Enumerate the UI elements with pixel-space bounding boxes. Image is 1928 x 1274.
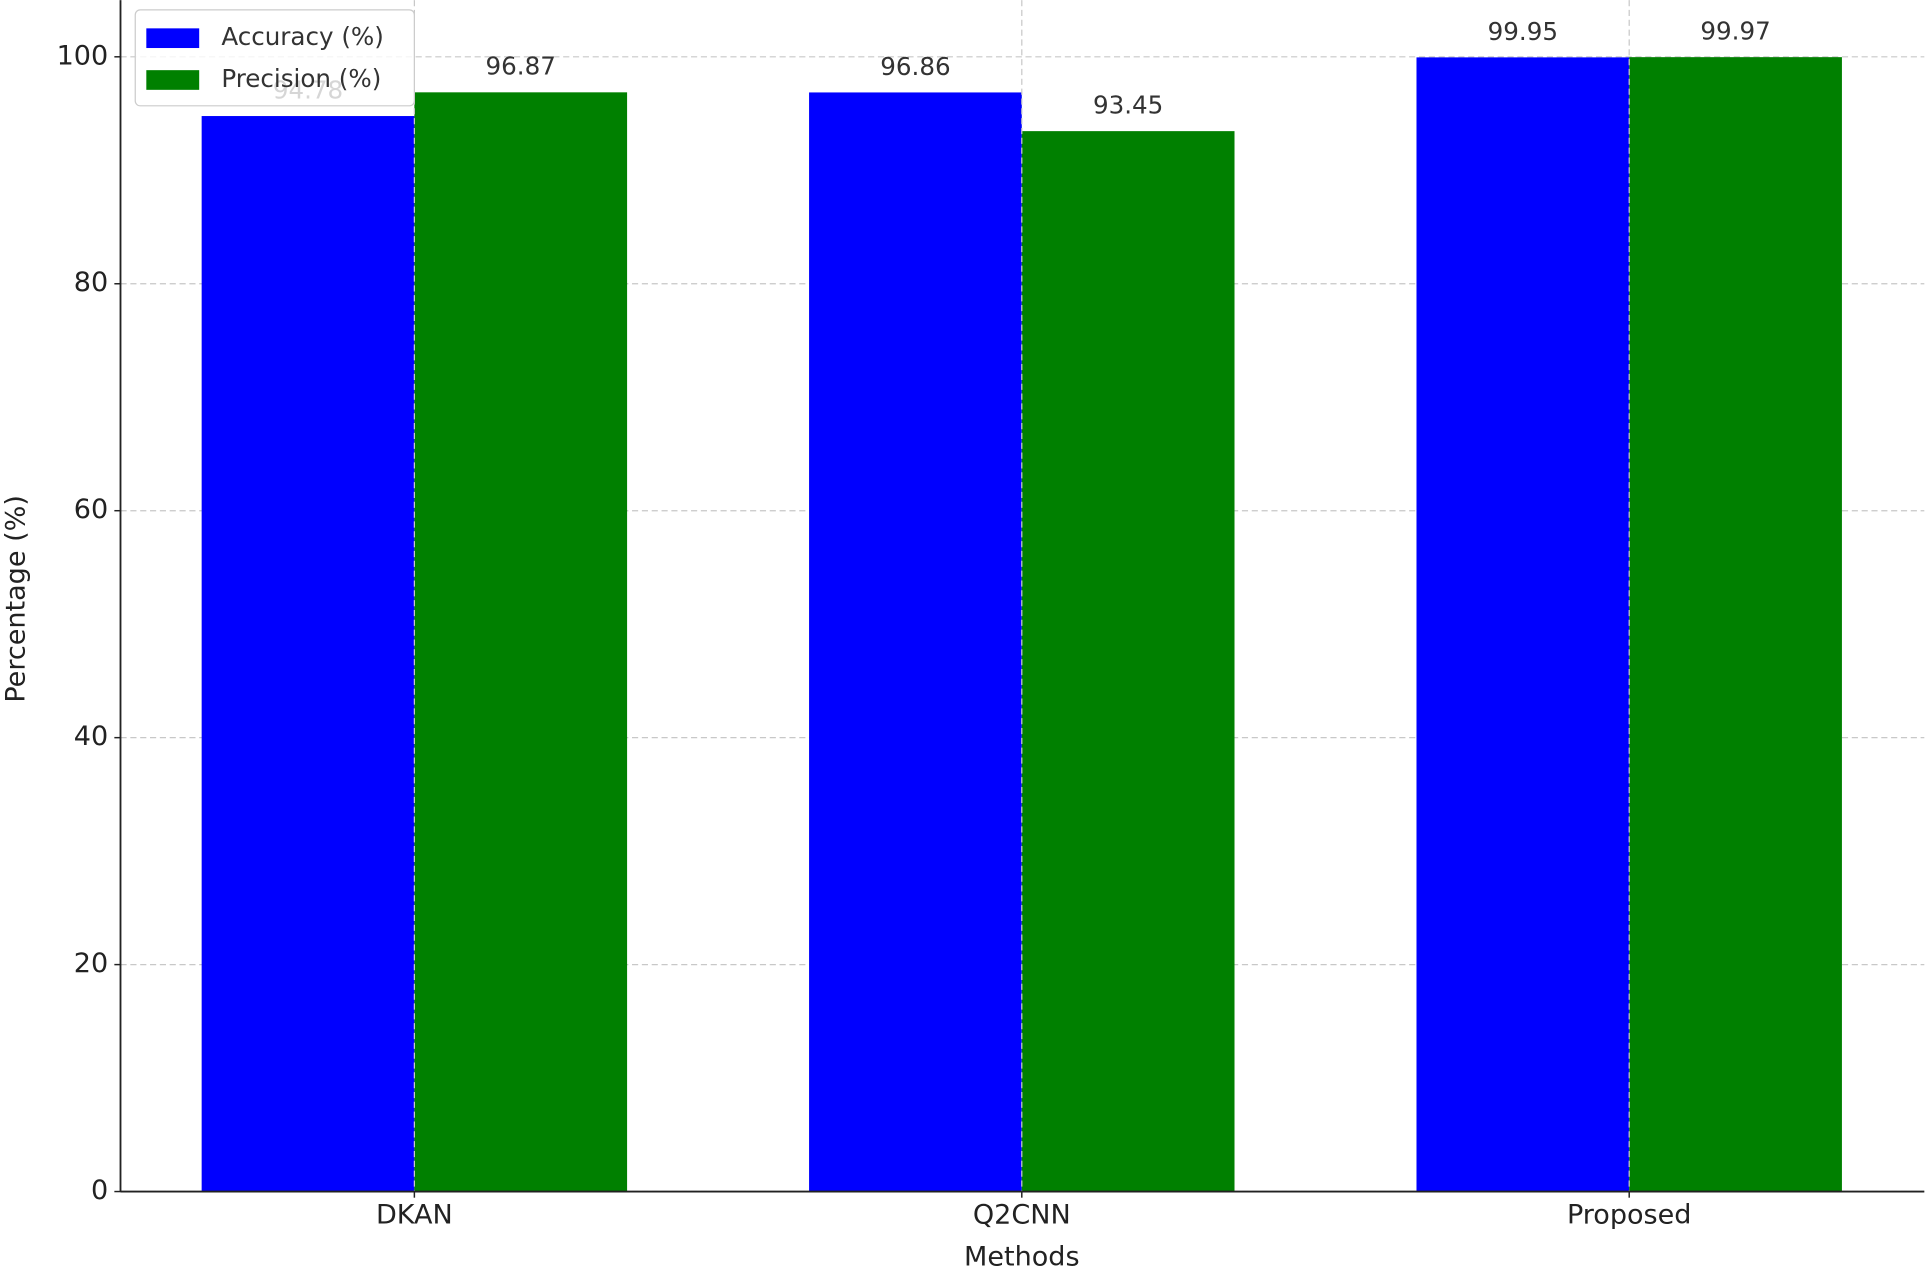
bars	[201, 57, 1842, 1192]
value-label: 99.97	[1700, 17, 1770, 46]
value-label: 96.87	[486, 52, 556, 81]
bar	[414, 92, 628, 1192]
y-tick-label: 20	[74, 948, 108, 979]
legend-label: Accuracy (%)	[221, 22, 384, 51]
y-tick-label: 60	[74, 494, 108, 525]
legend-label: Precision (%)	[221, 64, 381, 93]
y-tick-label: 40	[74, 721, 108, 752]
y-axis-label: Percentage (%)	[1, 495, 32, 703]
bar	[1021, 131, 1235, 1192]
legend-box	[134, 9, 415, 107]
bar	[1416, 57, 1630, 1192]
legend-swatch	[146, 70, 200, 90]
y-tick-label: 100	[57, 40, 109, 71]
legend: Accuracy (%) Precision (%)	[134, 9, 415, 107]
x-axis-label: Methods	[964, 1241, 1080, 1272]
legend-swatch	[146, 28, 200, 49]
bar	[201, 116, 415, 1192]
x-tick-label: DKAN	[376, 1200, 453, 1231]
x-tick-label: Q2CNN	[973, 1200, 1071, 1231]
y-tick-label: 0	[91, 1175, 108, 1206]
value-label: 99.95	[1488, 17, 1558, 46]
x-tick-label: Proposed	[1567, 1200, 1692, 1231]
y-tick-label: 80	[74, 267, 108, 298]
value-label: 93.45	[1093, 91, 1163, 120]
value-label: 96.86	[880, 52, 950, 81]
bar	[1629, 57, 1842, 1192]
bar	[809, 92, 1022, 1192]
